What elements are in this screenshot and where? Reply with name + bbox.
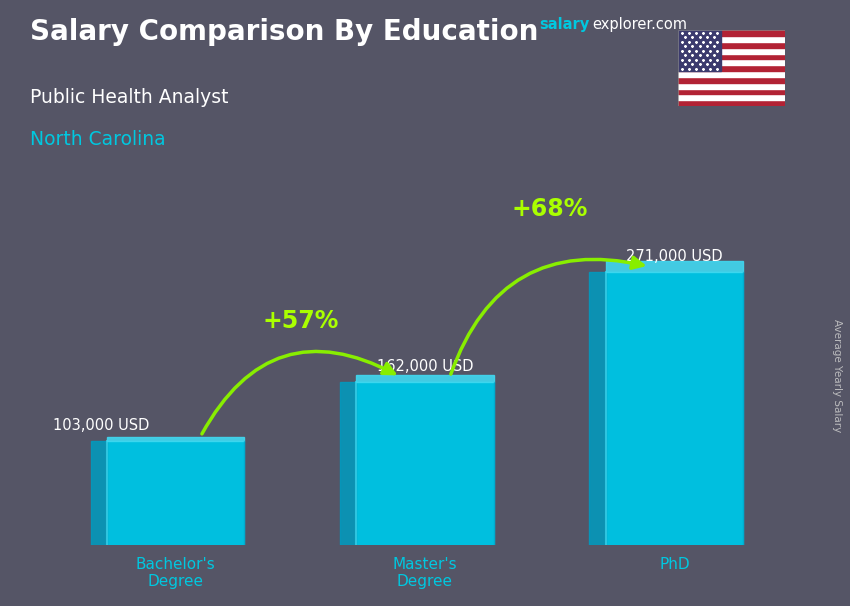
Bar	[678, 53, 785, 59]
Bar	[678, 65, 785, 71]
Bar	[678, 30, 721, 71]
Bar	[678, 88, 785, 95]
Polygon shape	[340, 382, 356, 545]
Text: Salary Comparison By Education: Salary Comparison By Education	[30, 18, 538, 46]
Text: Average Yearly Salary: Average Yearly Salary	[832, 319, 842, 432]
Polygon shape	[606, 261, 743, 271]
Text: 271,000 USD: 271,000 USD	[626, 248, 722, 264]
Text: Public Health Analyst: Public Health Analyst	[30, 88, 229, 107]
Polygon shape	[356, 375, 494, 382]
Bar	[678, 83, 785, 88]
Polygon shape	[589, 271, 606, 545]
Bar	[606, 271, 743, 545]
Bar	[678, 95, 785, 100]
Bar	[678, 77, 785, 83]
Text: North Carolina: North Carolina	[30, 130, 166, 149]
Bar	[356, 382, 494, 545]
Bar	[678, 59, 785, 65]
Bar	[678, 30, 785, 36]
Text: explorer.com: explorer.com	[592, 17, 688, 32]
Bar	[678, 36, 785, 42]
Bar	[678, 71, 785, 77]
Text: 103,000 USD: 103,000 USD	[53, 418, 149, 433]
Text: salary: salary	[540, 17, 590, 32]
Bar	[678, 100, 785, 106]
Polygon shape	[91, 441, 107, 545]
Bar	[678, 42, 785, 48]
Text: 162,000 USD: 162,000 USD	[377, 359, 473, 374]
Text: +68%: +68%	[512, 197, 588, 221]
Text: +57%: +57%	[262, 309, 338, 333]
Bar	[107, 441, 244, 545]
Bar	[678, 48, 785, 53]
Polygon shape	[107, 437, 244, 441]
